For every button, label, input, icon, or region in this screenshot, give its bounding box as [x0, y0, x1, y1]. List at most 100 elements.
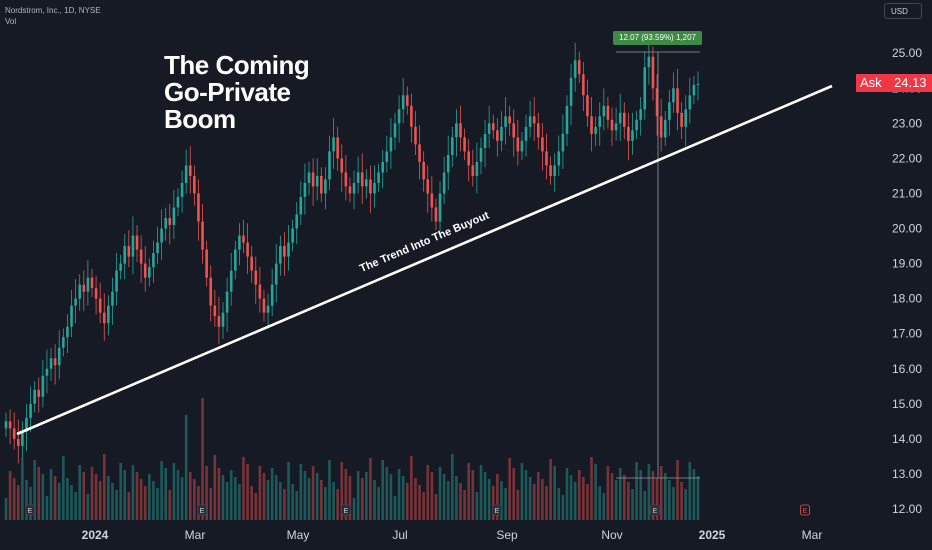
volume-bar — [467, 463, 470, 520]
candle — [266, 293, 270, 329]
y-tick-label: 16.00 — [892, 362, 922, 376]
candle — [205, 240, 208, 287]
candle — [90, 268, 94, 297]
volume-bar — [676, 460, 679, 520]
volume-bar — [451, 454, 454, 520]
candle — [451, 126, 454, 168]
volume-bar — [496, 474, 499, 520]
candle — [295, 202, 299, 245]
candle — [471, 149, 475, 187]
candle — [635, 111, 638, 140]
volume-bar — [270, 468, 274, 520]
candle — [180, 170, 184, 213]
volume-bar — [107, 476, 110, 520]
volume-bar — [127, 492, 131, 520]
candle — [577, 51, 581, 84]
title-line-3: Boom — [164, 104, 236, 134]
y-tick-label: 21.00 — [892, 186, 922, 200]
candle — [340, 144, 344, 192]
volume-bar — [180, 477, 184, 520]
volume-bar — [344, 469, 348, 520]
volume-bar — [369, 458, 372, 520]
candle — [352, 170, 356, 210]
earnings-marker[interactable]: E — [492, 504, 502, 516]
volume-bar — [483, 472, 487, 520]
candle — [344, 154, 348, 201]
chart-header: Nordstrom, Inc., 1D, NYSE Vol — [5, 5, 101, 27]
ask-value: 24.13 — [894, 75, 927, 90]
candle — [532, 97, 536, 141]
volume-bar — [373, 480, 376, 520]
measure-tag: 12.07 (93.59%) 1,207 — [613, 31, 702, 45]
volume-bar — [668, 480, 671, 520]
volume-bar — [680, 482, 683, 520]
candle — [414, 111, 417, 155]
candle — [176, 188, 180, 217]
candle — [663, 111, 667, 147]
candle — [119, 254, 122, 280]
volume-bar — [565, 468, 569, 520]
volume-bar — [541, 479, 544, 520]
ask-price-label: Ask 24.13 — [856, 74, 932, 92]
candle — [291, 219, 294, 252]
volume-bar — [209, 488, 213, 520]
candle — [188, 146, 192, 194]
candle — [82, 270, 86, 311]
volume-bar — [549, 459, 552, 520]
volume-bar — [532, 484, 536, 520]
volume-bar — [29, 487, 32, 520]
candle — [680, 102, 683, 140]
volume-bar — [459, 483, 462, 520]
candle — [590, 97, 593, 152]
volume-bar — [111, 483, 114, 520]
candle — [160, 209, 163, 261]
volume-bar — [172, 463, 176, 520]
candle — [152, 240, 155, 283]
earnings-marker[interactable]: E — [197, 504, 207, 516]
volume-bar — [102, 454, 106, 520]
candle — [434, 198, 438, 231]
candle — [541, 123, 544, 171]
candle — [336, 126, 339, 171]
volume-bar — [577, 470, 581, 520]
volume-bar — [573, 482, 577, 520]
candle — [373, 165, 376, 208]
candle — [586, 79, 589, 127]
earnings-marker[interactable]: E — [800, 504, 810, 516]
candle — [102, 293, 106, 341]
volume-bar — [213, 455, 217, 520]
volume-bar — [446, 481, 450, 520]
volume-bar — [696, 476, 700, 520]
candle — [418, 125, 421, 180]
currency-button[interactable]: USD — [884, 3, 922, 19]
volume-bar — [352, 498, 356, 520]
x-tick-label: Mar — [185, 528, 206, 542]
x-axis: 2024 Mar May Jul Sep Nov 2025 Mar — [82, 528, 823, 542]
volume-bar — [119, 463, 122, 520]
earnings-marker[interactable]: E — [25, 504, 35, 516]
volume-bar — [8, 471, 12, 520]
candle — [516, 119, 520, 166]
y-axis: 12.00 13.00 14.00 15.00 16.00 17.00 18.00 19.00… — [892, 46, 922, 516]
volume-bar — [184, 415, 188, 520]
candle — [78, 274, 82, 311]
candle — [692, 76, 696, 105]
volume-bar — [692, 469, 696, 520]
earnings-marker[interactable]: E — [341, 504, 351, 516]
candle — [270, 268, 274, 317]
volume-bar — [524, 470, 528, 520]
trendline[interactable] — [16, 84, 833, 436]
volume-bar — [500, 481, 503, 520]
volume-bar — [598, 486, 602, 520]
candle — [520, 132, 524, 161]
candle — [422, 151, 425, 192]
volume-bar — [602, 493, 606, 520]
candle — [143, 246, 147, 292]
y-tick-label: 12.00 — [892, 502, 922, 516]
volume-bar — [279, 482, 282, 520]
candle — [385, 135, 389, 173]
title-line-2: Go-Private — [164, 77, 291, 107]
earnings-marker[interactable]: E — [650, 504, 660, 516]
candle — [606, 97, 610, 129]
